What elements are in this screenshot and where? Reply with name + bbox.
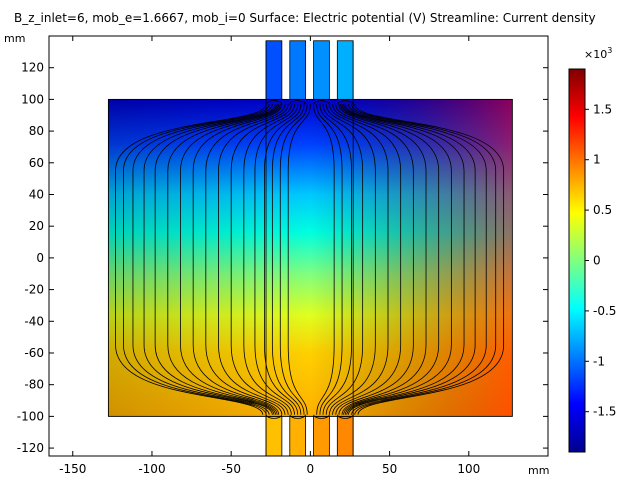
bottom-electrode [313,415,330,456]
x-tick-label: -150 [59,462,86,476]
streamline-swirl [313,414,330,419]
streamline [154,104,278,415]
domain-outline [107,98,513,417]
streamline-swirl [313,100,330,105]
y-axis: -120 -100 -80 -60 -40 -20 0 20 40 60 80 100 120 [17,61,548,455]
streamline [254,104,299,415]
bottom-electrode [336,415,354,456]
plot-frame [48,35,549,457]
y-tick-label: 0 [36,251,44,265]
streamline [322,104,364,415]
top-electrode [265,40,283,100]
y-tick-label: 20 [29,219,44,233]
top-electrode [313,40,330,100]
y-tick-label: 100 [21,92,44,106]
streamline [354,104,505,415]
x-tick-label: -50 [221,462,241,476]
y-tick-label: 40 [29,187,44,201]
streamline [343,104,465,415]
colorbar [568,68,586,453]
colorbar-ticks: 1.5 1 0.5 0 -0.5 -1 -1.5 [585,102,616,419]
y-axis-unit: mm [4,32,25,45]
x-axis: -150 -100 -50 0 50 100 [59,36,480,476]
streamline [316,104,343,415]
current-streamlines [115,100,505,419]
colorbar-tick-label: -1 [593,354,605,368]
streamline [192,104,283,415]
streamline-swirl [265,414,283,419]
top-electrode [289,40,307,100]
streamline [115,104,267,415]
x-tick-label: 0 [307,462,315,476]
top-electrode [336,40,354,100]
streamline [218,104,289,415]
y-tick-label: 120 [21,61,44,75]
streamline [123,104,270,415]
streamline [313,104,335,415]
colorbar-tick-label: 0 [593,254,601,268]
y-tick-label: 60 [29,156,44,170]
y-tick-label: -40 [24,314,44,328]
colorbar-tick-label: 0.5 [593,203,612,217]
streamline [335,104,414,415]
y-tick-label: 80 [29,124,44,138]
y-tick-label: -100 [17,409,44,423]
y-tick-label: -80 [24,378,44,392]
streamline [348,104,487,415]
streamline-swirl [289,100,307,105]
streamline [287,104,311,415]
bottom-electrode [265,415,283,456]
streamline-swirl [289,414,307,419]
x-axis-unit: mm [528,464,549,477]
streamline [341,104,452,415]
potential-surface [108,40,513,456]
bottom-electrode [289,415,307,456]
y-tick-label: -20 [24,283,44,297]
x-tick-label: 100 [457,462,480,476]
colorbar-tick-label: -0.5 [593,304,616,318]
streamline [319,104,352,415]
streamline [132,104,273,415]
streamline-swirl [265,100,283,105]
streamline [271,104,305,415]
chart-title: B_z_inlet=6, mob_e=1.6667, mob_i=0 Surfa… [14,11,596,25]
x-tick-label: 50 [382,462,397,476]
colorbar-exponent-label: ×103 [584,46,612,61]
colorbar-tick-label: 1.5 [593,102,612,116]
streamline [264,104,302,415]
streamline [328,104,389,415]
streamline [279,104,308,415]
streamline-swirl [336,414,354,419]
streamline [243,104,295,415]
streamline [340,104,440,415]
streamline [143,104,276,415]
streamline [338,104,427,415]
streamline [180,104,281,415]
x-tick-label: -100 [138,462,165,476]
colorbar-tick-label: -1.5 [593,405,616,419]
y-tick-label: -120 [17,441,44,455]
colorbar-tick-label: 1 [593,153,601,167]
streamline-swirl [336,100,354,105]
streamline [230,104,292,415]
domain-surface-shading [108,99,513,417]
geometry-outlines [107,40,513,456]
streamline [167,104,280,415]
streamline [351,104,497,415]
streamline [344,104,476,415]
streamline [325,104,376,415]
y-tick-label: -60 [24,346,44,360]
streamline [332,104,402,415]
